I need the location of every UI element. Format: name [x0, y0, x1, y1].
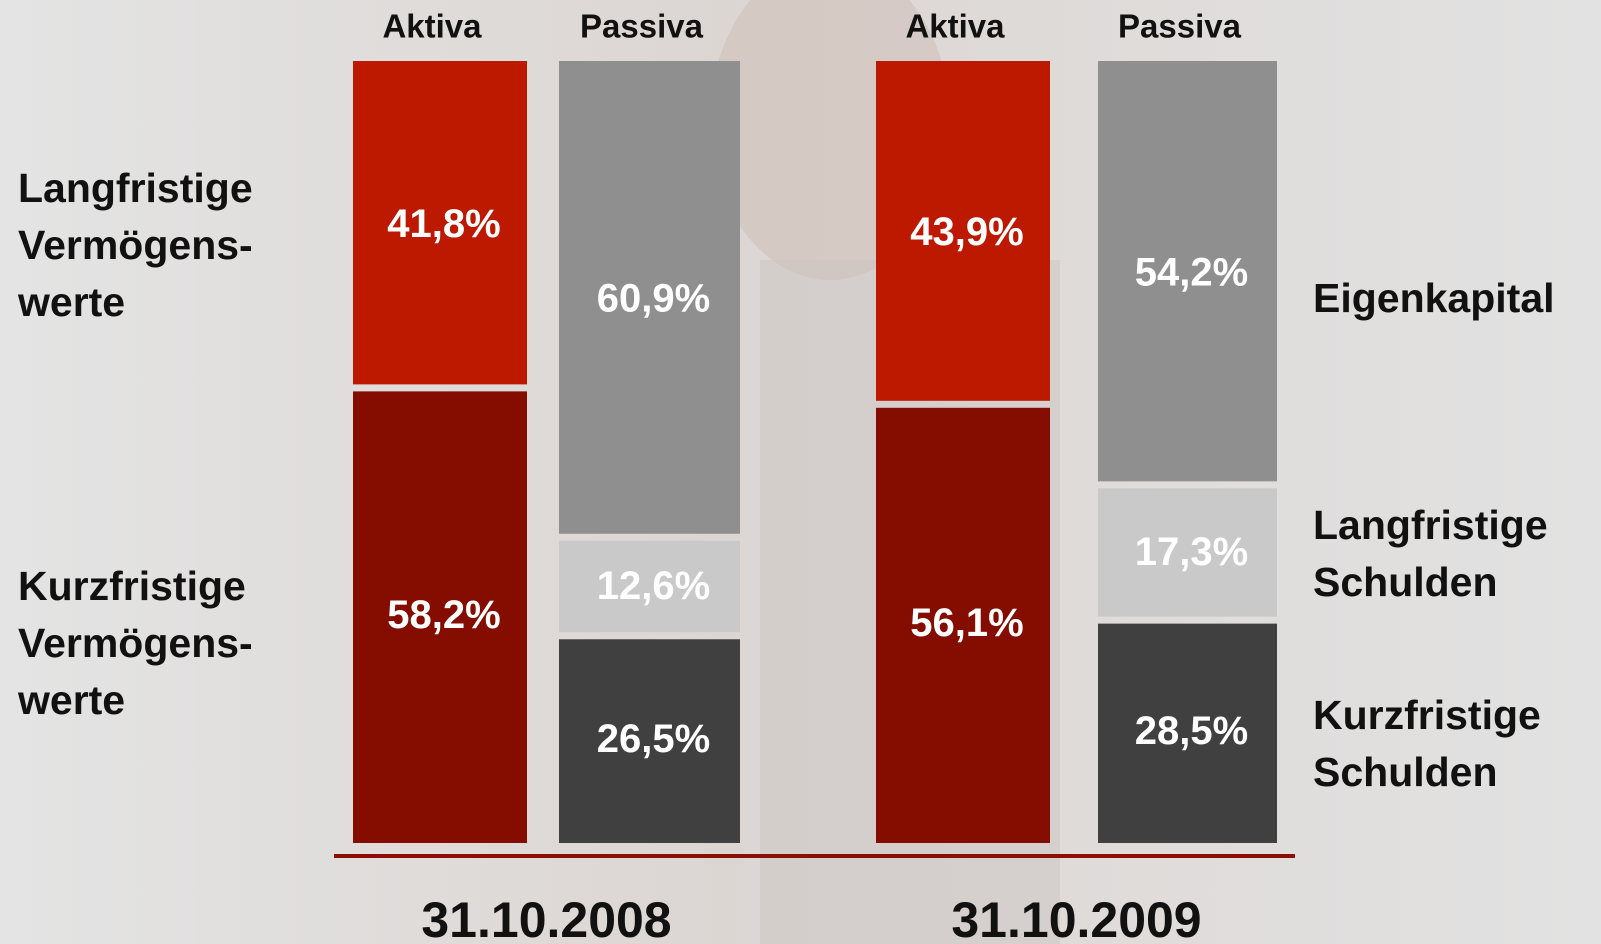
value-label: 58,2% — [387, 593, 500, 637]
value-label: 43,9% — [910, 210, 1023, 254]
legend-label: Langfristige — [18, 165, 253, 211]
value-label: 41,8% — [387, 202, 500, 246]
value-label: 12,6% — [597, 564, 710, 608]
value-label: 54,2% — [1135, 250, 1248, 294]
value-label: 56,1% — [910, 601, 1023, 645]
value-label: 26,5% — [597, 717, 710, 761]
column-header: Passiva — [580, 8, 704, 45]
group-label: 31.10.2008 — [421, 892, 671, 944]
legend-label: werte — [17, 677, 125, 723]
bar-segment — [876, 61, 1050, 401]
legend-label: werte — [17, 279, 125, 325]
column-header: Passiva — [1118, 8, 1242, 45]
bar-segment — [1098, 623, 1277, 843]
bar-segment — [559, 61, 740, 534]
legend-label: Eigenkapital — [1313, 275, 1555, 321]
value-label: 28,5% — [1135, 709, 1248, 753]
bar-segment — [1098, 488, 1277, 617]
value-label: 17,3% — [1135, 530, 1248, 574]
legend-label: Schulden — [1313, 559, 1498, 605]
legend-label: Kurzfristige — [18, 563, 246, 609]
legend-label: Vermögens- — [18, 620, 253, 666]
column-header: Aktiva — [382, 8, 482, 45]
bar-segment — [353, 61, 527, 385]
bar-segment — [353, 391, 527, 843]
bar-segment — [876, 407, 1050, 843]
bar-segment — [1098, 61, 1277, 482]
legend-label: Schulden — [1313, 749, 1498, 795]
legend-label: Vermögens- — [18, 222, 253, 268]
column-header: Aktiva — [905, 8, 1005, 45]
value-label: 60,9% — [597, 277, 710, 321]
bar-segment — [559, 540, 740, 633]
legend-label: Kurzfristige — [1313, 692, 1541, 738]
bar-segment — [559, 639, 740, 843]
legend-label: Langfristige — [1313, 502, 1548, 548]
group-label: 31.10.2009 — [951, 892, 1201, 944]
